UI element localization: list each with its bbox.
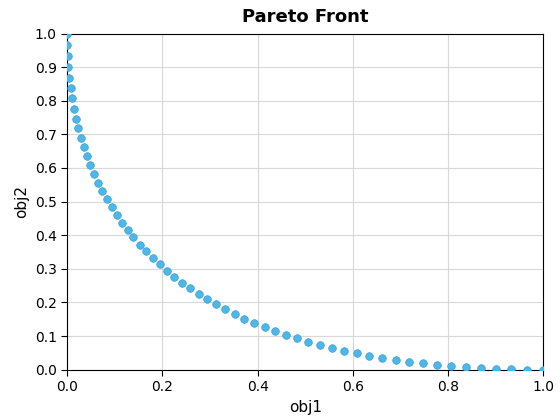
Title: Pareto Front: Pareto Front xyxy=(242,8,368,26)
Point xyxy=(170,273,179,280)
Point xyxy=(66,85,75,92)
Point xyxy=(404,358,413,365)
Point xyxy=(155,261,164,268)
Point xyxy=(64,63,73,70)
Point xyxy=(418,360,427,367)
Point xyxy=(315,341,324,348)
Point xyxy=(69,105,78,112)
Point xyxy=(118,219,127,226)
Point xyxy=(461,364,470,370)
Point xyxy=(391,357,400,363)
Point xyxy=(178,279,186,286)
Point xyxy=(102,196,111,203)
Point xyxy=(82,153,91,160)
Point xyxy=(240,315,249,322)
Point xyxy=(194,291,203,297)
Point xyxy=(129,234,138,241)
Point xyxy=(203,296,212,302)
Point xyxy=(447,363,456,370)
Point xyxy=(86,162,95,169)
Point xyxy=(432,362,441,368)
Point xyxy=(378,354,387,361)
Point xyxy=(212,301,221,308)
Point xyxy=(522,366,531,373)
Point xyxy=(477,365,486,371)
Point xyxy=(112,212,121,218)
Point xyxy=(221,306,230,312)
Point xyxy=(304,339,313,345)
Point xyxy=(72,115,81,122)
Point xyxy=(328,344,337,351)
Point xyxy=(107,204,116,211)
Point xyxy=(260,324,269,331)
Point xyxy=(76,134,85,141)
Point xyxy=(270,328,279,334)
Point xyxy=(292,335,301,342)
Point xyxy=(250,320,259,326)
Point xyxy=(339,347,348,354)
Point xyxy=(63,42,72,48)
Point xyxy=(74,125,83,131)
Point xyxy=(65,74,74,81)
Point xyxy=(63,52,72,59)
Point xyxy=(80,144,88,150)
Point xyxy=(94,179,102,186)
Point xyxy=(539,366,548,373)
Point xyxy=(63,30,72,37)
Point xyxy=(492,365,501,372)
Point xyxy=(162,268,171,274)
Point xyxy=(365,352,374,359)
Point xyxy=(352,350,361,357)
Point xyxy=(282,331,291,338)
Point xyxy=(90,171,99,178)
Point xyxy=(123,227,132,234)
Point xyxy=(142,248,151,255)
Point xyxy=(68,95,77,102)
Point xyxy=(507,366,516,373)
X-axis label: obj1: obj1 xyxy=(289,399,321,415)
Point xyxy=(148,255,157,261)
Point xyxy=(135,241,144,248)
Point xyxy=(186,285,195,292)
Y-axis label: obj2: obj2 xyxy=(14,185,29,218)
Point xyxy=(98,188,107,194)
Point xyxy=(230,311,239,318)
